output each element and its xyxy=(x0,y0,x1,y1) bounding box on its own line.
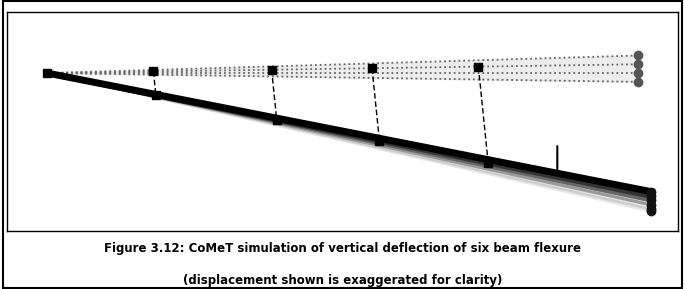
Text: Figure 3.12: CoMeT simulation of vertical deflection of six beam flexure: Figure 3.12: CoMeT simulation of vertica… xyxy=(104,242,581,255)
Text: (displacement shown is exaggerated for clarity): (displacement shown is exaggerated for c… xyxy=(183,274,502,287)
